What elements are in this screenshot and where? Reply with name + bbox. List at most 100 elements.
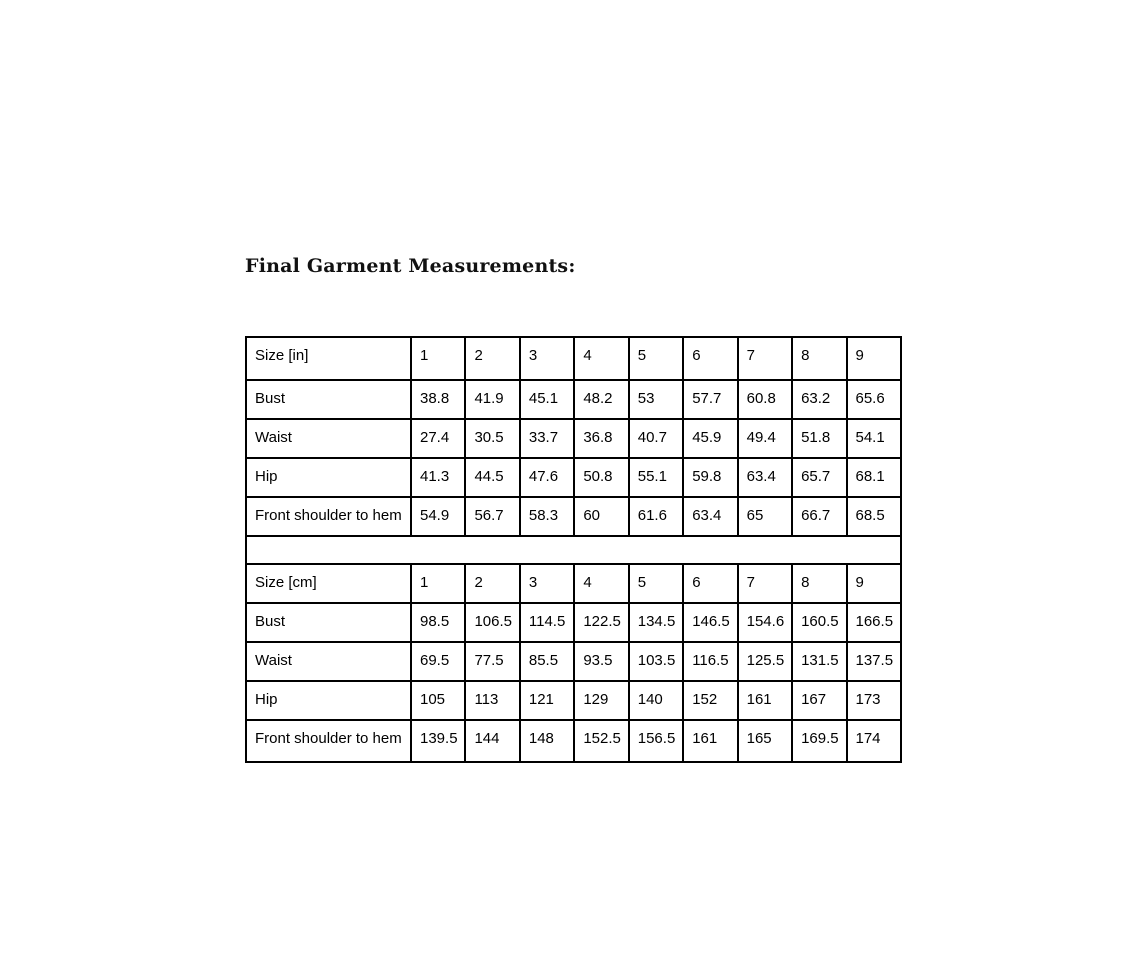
value-cell-cm-size1: 98.5: [409, 602, 467, 643]
row-label-cell: Front shoulder to hem: [245, 496, 412, 537]
value-cell-cm-size2: 144: [464, 719, 521, 763]
value-cell-cm-size5: 140: [627, 680, 685, 721]
row-label-cell: Bust: [245, 602, 412, 643]
measurement-row: Front shoulder to hem 54.9 56.7 58.3 60 61.6 6…: [245, 496, 902, 537]
value-cell-in-size1: 38.8: [409, 379, 467, 420]
value-cell-cm-size2: 113: [464, 680, 521, 721]
size-header-label-cm: Size [cm]: [245, 563, 412, 604]
value-cell-in-size2: 44.5: [464, 457, 521, 498]
value-cell-in-size7: 63.4: [736, 457, 794, 498]
value-cell-cm-size5: 103.5: [627, 641, 685, 682]
size-header-row-in: Size [in] 1 2 3 4 5 6 7 8 9: [245, 336, 902, 381]
value-cell-cm-size1: 69.5: [409, 641, 467, 682]
value-cell-cm-size3: 148: [518, 719, 576, 763]
value-cell-in-size3: 33.7: [518, 418, 576, 459]
value-cell-cm-size3: 85.5: [518, 641, 576, 682]
value-cell-cm-size6: 146.5: [682, 602, 739, 643]
size-header-row-cm: Size [cm] 1 2 3 4 5 6 7 8 9: [245, 563, 902, 604]
value-cell-cm-size2: 77.5: [464, 641, 521, 682]
value-cell-cm-size1: 105: [409, 680, 467, 721]
size-number-cell-cm-9: 9: [845, 563, 902, 604]
measurement-row: Waist 27.4 30.5 33.7 36.8 40.7 45.9 49.4 51.8 54.…: [245, 418, 902, 459]
value-cell-in-size6: 59.8: [682, 457, 739, 498]
value-cell-cm-size9: 137.5: [845, 641, 902, 682]
row-label-cell: Front shoulder to hem: [245, 719, 412, 763]
value-cell-in-size7: 65: [736, 496, 794, 537]
value-cell-in-size6: 45.9: [682, 418, 739, 459]
value-cell-in-size4: 60: [573, 496, 630, 537]
size-number-cell-in-9: 9: [845, 336, 902, 381]
value-cell-in-size5: 40.7: [627, 418, 685, 459]
value-cell-cm-size7: 154.6: [736, 602, 794, 643]
value-cell-in-size9: 54.1: [845, 418, 902, 459]
value-cell-cm-size1: 139.5: [409, 719, 467, 763]
size-number-cell-cm-2: 2: [464, 563, 521, 604]
value-cell-cm-size3: 121: [518, 680, 576, 721]
size-number-cell-in-1: 1: [409, 336, 467, 381]
value-cell-cm-size7: 165: [736, 719, 794, 763]
size-number-cell-cm-4: 4: [573, 563, 630, 604]
value-cell-in-size9: 68.5: [845, 496, 902, 537]
size-number-cell-cm-1: 1: [409, 563, 467, 604]
value-cell-cm-size9: 166.5: [845, 602, 902, 643]
size-number-cell-cm-6: 6: [682, 563, 739, 604]
value-cell-in-size2: 56.7: [464, 496, 521, 537]
value-cell-in-size8: 63.2: [791, 379, 848, 420]
size-number-cell-cm-8: 8: [791, 563, 848, 604]
value-cell-in-size8: 51.8: [791, 418, 848, 459]
value-cell-in-size7: 49.4: [736, 418, 794, 459]
value-cell-in-size8: 65.7: [791, 457, 848, 498]
size-number-cell-in-2: 2: [464, 336, 521, 381]
row-label-cell: Hip: [245, 680, 412, 721]
size-number-cell-in-3: 3: [518, 336, 576, 381]
value-cell-cm-size4: 152.5: [573, 719, 630, 763]
value-cell-in-size5: 61.6: [627, 496, 685, 537]
size-number-cell-in-6: 6: [682, 336, 739, 381]
measurement-table: Size [in] 1 2 3 4 5 6 7 8 9 Bust 38.8 41.9 45.1 48.2 53…: [245, 336, 902, 763]
value-cell-cm-size6: 161: [682, 719, 739, 763]
row-label-cell: Bust: [245, 379, 412, 420]
size-number-cell-in-4: 4: [573, 336, 630, 381]
row-label-cell: Waist: [245, 418, 412, 459]
value-cell-in-size1: 27.4: [409, 418, 467, 459]
spacer-row: [245, 535, 902, 565]
spacer-cell: [245, 535, 902, 565]
value-cell-cm-size8: 131.5: [791, 641, 848, 682]
size-number-cell-cm-5: 5: [627, 563, 685, 604]
value-cell-in-size5: 53: [627, 379, 685, 420]
row-label-cell: Hip: [245, 457, 412, 498]
row-label-cell: Waist: [245, 641, 412, 682]
value-cell-cm-size3: 114.5: [518, 602, 576, 643]
value-cell-in-size8: 66.7: [791, 496, 848, 537]
value-cell-in-size7: 60.8: [736, 379, 794, 420]
value-cell-in-size5: 55.1: [627, 457, 685, 498]
value-cell-in-size3: 58.3: [518, 496, 576, 537]
value-cell-in-size6: 57.7: [682, 379, 739, 420]
value-cell-cm-size6: 116.5: [682, 641, 739, 682]
value-cell-in-size4: 48.2: [573, 379, 630, 420]
value-cell-in-size2: 41.9: [464, 379, 521, 420]
value-cell-in-size6: 63.4: [682, 496, 739, 537]
measurement-row: Bust 98.5 106.5 114.5 122.5 134.5 146.5 154.6 16…: [245, 602, 902, 643]
value-cell-cm-size7: 161: [736, 680, 794, 721]
size-header-label-in: Size [in]: [245, 336, 412, 381]
value-cell-in-size1: 41.3: [409, 457, 467, 498]
size-number-cell-cm-7: 7: [736, 563, 794, 604]
page-title: Final Garment Measurements:: [245, 255, 576, 277]
value-cell-in-size4: 50.8: [573, 457, 630, 498]
measurement-row: Hip 41.3 44.5 47.6 50.8 55.1 59.8 63.4 65.7 68.1: [245, 457, 902, 498]
value-cell-in-size3: 47.6: [518, 457, 576, 498]
value-cell-cm-size4: 122.5: [573, 602, 630, 643]
value-cell-in-size2: 30.5: [464, 418, 521, 459]
measurement-row: Hip 105 113 121 129 140 152 161 167 173: [245, 680, 902, 721]
value-cell-cm-size5: 134.5: [627, 602, 685, 643]
size-number-cell-in-8: 8: [791, 336, 848, 381]
measurement-row: Front shoulder to hem 139.5 144 148 152.5 156…: [245, 719, 902, 763]
value-cell-cm-size5: 156.5: [627, 719, 685, 763]
size-number-cell-in-5: 5: [627, 336, 685, 381]
value-cell-cm-size8: 167: [791, 680, 848, 721]
value-cell-cm-size2: 106.5: [464, 602, 521, 643]
measurement-row: Bust 38.8 41.9 45.1 48.2 53 57.7 60.8 63.2 65.6: [245, 379, 902, 420]
value-cell-in-size3: 45.1: [518, 379, 576, 420]
